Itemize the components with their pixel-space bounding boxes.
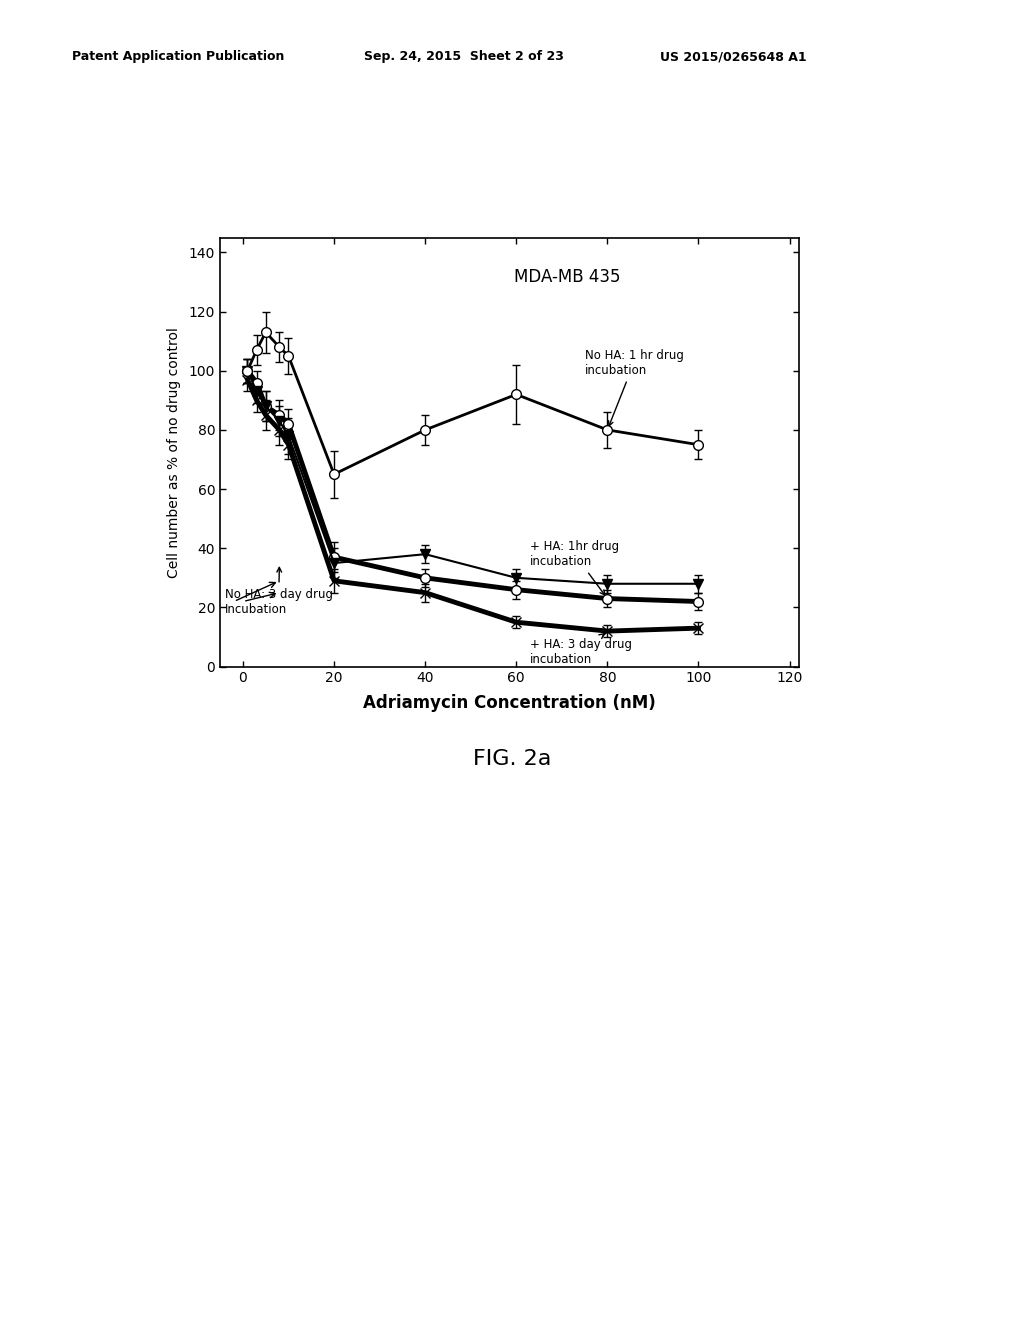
Text: Patent Application Publication: Patent Application Publication xyxy=(72,50,284,63)
Text: US 2015/0265648 A1: US 2015/0265648 A1 xyxy=(660,50,807,63)
Y-axis label: Cell number as % of no drug control: Cell number as % of no drug control xyxy=(167,326,180,578)
Text: MDA-MB 435: MDA-MB 435 xyxy=(514,268,621,285)
Text: + HA: 1hr drug
incubation: + HA: 1hr drug incubation xyxy=(530,540,620,595)
Text: + HA: 3 day drug
incubation: + HA: 3 day drug incubation xyxy=(530,634,632,665)
Text: FIG. 2a: FIG. 2a xyxy=(473,748,551,770)
X-axis label: Adriamycin Concentration (nM): Adriamycin Concentration (nM) xyxy=(364,694,655,711)
Text: No HA: 3 day drug
Incubation: No HA: 3 day drug Incubation xyxy=(224,568,333,615)
Text: Sep. 24, 2015  Sheet 2 of 23: Sep. 24, 2015 Sheet 2 of 23 xyxy=(364,50,563,63)
Text: No HA: 1 hr drug
incubation: No HA: 1 hr drug incubation xyxy=(585,348,683,426)
